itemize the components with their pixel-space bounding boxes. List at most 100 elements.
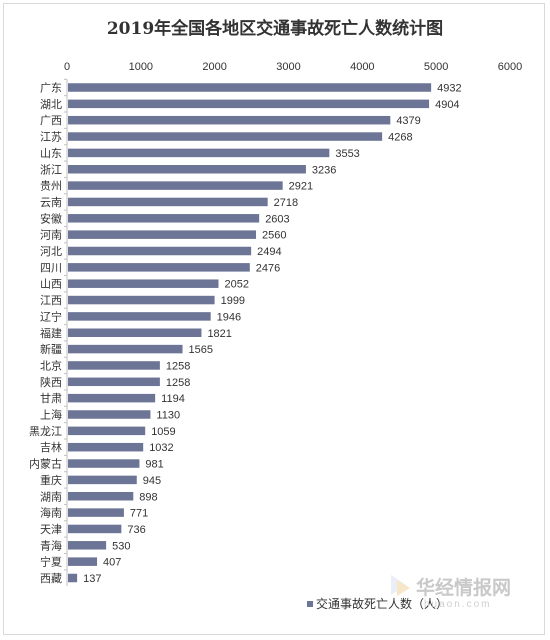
category-label: 贵州	[40, 180, 62, 193]
category-label: 广西	[40, 114, 62, 127]
watermark-subtext: huaon.com	[424, 599, 491, 610]
bar	[68, 83, 432, 92]
bar-value-label: 2494	[257, 246, 281, 258]
bar-value-label: 2718	[274, 197, 298, 209]
chart-frame: 2019年全国各地区交通事故死亡人数统计图 0 1000 2000 3000 4000 5…	[3, 3, 545, 635]
x-tick-label: 4000	[350, 61, 374, 73]
bar	[68, 115, 391, 125]
bar	[68, 393, 156, 403]
bar	[68, 295, 215, 305]
bar-value-label: 1032	[149, 442, 173, 454]
x-tick-label: 2000	[202, 61, 226, 73]
bar	[68, 377, 160, 387]
bar	[68, 197, 268, 207]
bar-value-label: 1059	[151, 426, 175, 438]
bar-value-label: 1194	[161, 393, 185, 405]
bar	[68, 148, 330, 158]
category-label: 陕西	[40, 375, 62, 389]
bar-value-label: 1821	[207, 328, 231, 340]
bar-value-label: 1130	[156, 410, 180, 422]
bar	[68, 410, 151, 419]
bar	[68, 459, 140, 468]
bar-value-label: 945	[143, 475, 161, 487]
bar-value-label: 771	[130, 508, 148, 520]
bar-value-label: 2052	[225, 279, 249, 291]
bar-value-label: 4268	[388, 132, 412, 144]
bar	[68, 475, 137, 485]
bar-value-label: 1999	[221, 295, 245, 307]
category-label: 上海	[40, 408, 62, 422]
x-axis: 0 1000 2000 3000 4000 5000 6000	[64, 61, 522, 73]
category-label: 湖南	[40, 490, 62, 503]
bar-value-label: 3553	[335, 148, 359, 160]
category-label: 天津	[40, 523, 62, 536]
bar	[68, 426, 146, 436]
bar	[68, 99, 430, 109]
bar-value-label: 4932	[437, 83, 461, 95]
bar	[68, 508, 124, 517]
category-axis: 广东湖北广西江苏山东浙江贵州云南安徽河南河北四川山西江西辽宁福建新疆北京陕西甘肃…	[29, 78, 68, 587]
bar-value-label: 2560	[262, 230, 286, 242]
bar-value-label: 1946	[217, 311, 241, 323]
legend-swatch	[307, 601, 313, 607]
bar	[68, 344, 183, 354]
category-label: 湖北	[40, 98, 62, 111]
bar-value-label: 530	[112, 540, 130, 552]
x-tick-label: 3000	[276, 61, 300, 73]
bar-value-label: 1258	[166, 377, 190, 389]
bar-value-label: 2603	[265, 213, 289, 225]
category-label: 广东	[40, 82, 62, 95]
bar	[68, 132, 383, 141]
category-label: 江西	[40, 294, 62, 307]
x-tick-label: 5000	[424, 61, 448, 73]
bar-value-label: 1565	[189, 344, 213, 356]
bar	[68, 279, 219, 288]
category-label: 河北	[40, 245, 62, 258]
category-label: 宁夏	[40, 555, 62, 569]
bar-chart: 2019年全国各地区交通事故死亡人数统计图 0 1000 2000 3000 4000 5…	[29, 18, 522, 611]
category-label: 重庆	[40, 473, 62, 487]
bar	[68, 312, 211, 321]
category-label: 云南	[40, 196, 62, 209]
bar-value-label: 736	[127, 524, 145, 536]
bar	[68, 361, 160, 370]
category-label: 山西	[40, 278, 62, 291]
category-label: 辽宁	[40, 309, 62, 323]
bar-value-label: 898	[139, 491, 157, 503]
category-label: 海南	[40, 506, 62, 520]
bar	[68, 442, 144, 452]
bar	[68, 263, 250, 272]
bar	[68, 165, 306, 174]
category-label: 四川	[40, 261, 62, 274]
bar	[68, 541, 107, 550]
bar-value-label: 407	[103, 557, 121, 569]
category-label: 浙江	[40, 163, 62, 176]
bar-value-label: 2476	[256, 262, 280, 274]
bar	[68, 492, 134, 501]
watermark-text: 华经情报网	[416, 576, 511, 599]
category-label: 江苏	[40, 131, 62, 144]
category-label: 北京	[40, 358, 62, 372]
bar	[68, 328, 202, 337]
bar-value-label: 137	[83, 573, 101, 585]
category-label: 吉林	[40, 440, 62, 454]
chart-title: 2019年全国各地区交通事故死亡人数统计图	[107, 18, 443, 39]
category-label: 河南	[40, 229, 62, 242]
category-label: 安徽	[40, 211, 62, 225]
bar-value-label: 2921	[289, 181, 313, 193]
legend: 交通事故死亡人数（人）	[307, 596, 448, 611]
bar-series: 4932 4904 4379 4268 3553 3236 2921 2718 2603 2560…	[68, 83, 462, 585]
bar	[68, 214, 260, 223]
category-label: 西藏	[40, 572, 62, 585]
category-label: 黑龙江	[29, 425, 62, 438]
category-label: 山东	[40, 147, 62, 160]
category-label: 甘肃	[40, 392, 62, 405]
watermark: 华经情报网 huaon.com	[391, 575, 511, 610]
category-label: 新疆	[40, 342, 62, 356]
bar	[68, 230, 257, 239]
bar-value-label: 3236	[312, 164, 336, 176]
category-label: 福建	[40, 326, 62, 340]
bar	[68, 557, 98, 566]
bar	[68, 573, 78, 583]
huaon-logo-icon	[391, 575, 410, 596]
